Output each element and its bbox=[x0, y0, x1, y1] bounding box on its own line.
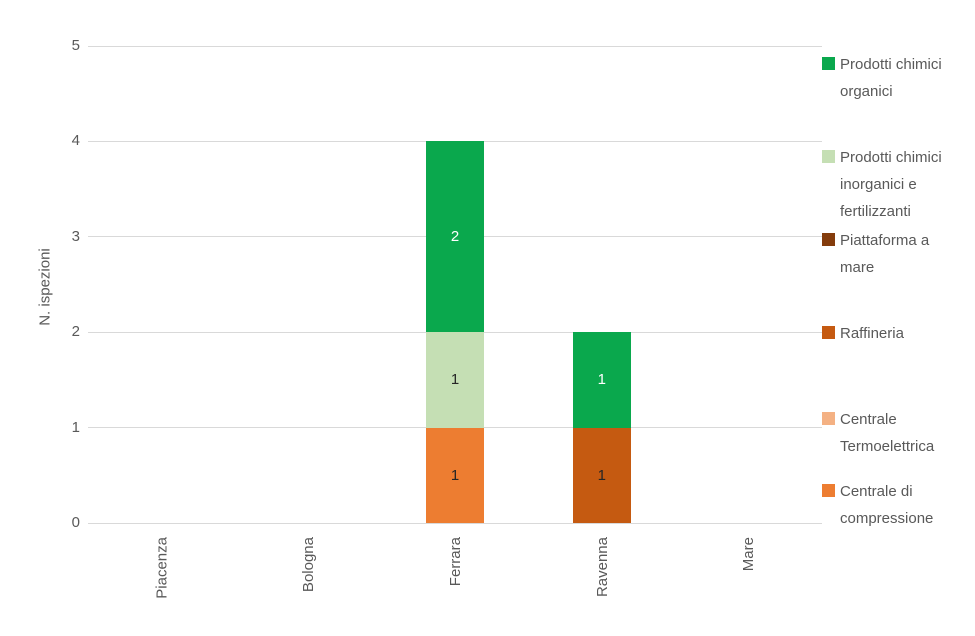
legend-swatch-prodotti-chimici-inorganici-e-fertilizzanti bbox=[822, 150, 835, 163]
data-label: 1 bbox=[450, 466, 460, 484]
legend-label-prodotti-chimici-organici: Prodotti chimici organici bbox=[840, 56, 942, 100]
y-tick-label: 0 bbox=[71, 514, 80, 531]
legend-item-prodotti-chimici-inorganici-e-fertilizzanti: Prodotti chimici inorganici e fertilizza… bbox=[822, 144, 962, 225]
legend-label-prodotti-chimici-inorganici-e-fertilizzanti: Prodotti chimici inorganici e fertilizza… bbox=[840, 149, 942, 220]
gridline bbox=[88, 45, 822, 47]
legend-label-piattaforma-a-mare: Piattaforma a mare bbox=[840, 232, 930, 276]
legend-label-centrale-di-compressione: Centrale di compressione bbox=[840, 483, 934, 527]
data-label: 1 bbox=[597, 466, 606, 484]
legend-item-piattaforma-a-mare: Piattaforma a mare bbox=[822, 227, 962, 281]
legend-label-raffineria: Raffineria bbox=[840, 325, 904, 342]
data-label: 1 bbox=[597, 371, 606, 389]
data-label: 1 bbox=[450, 371, 460, 389]
y-tick-label: 5 bbox=[71, 37, 80, 54]
x-axis-label-ravenna: Ravenna bbox=[593, 537, 611, 598]
bar-segment-ravenna-raffineria: 1 bbox=[572, 427, 631, 523]
y-tick-label: 3 bbox=[71, 227, 80, 245]
legend-item-prodotti-chimici-organici: Prodotti chimici organici bbox=[822, 51, 962, 105]
legend-label-centrale-termoelettrica: Centrale Termoelettrica bbox=[840, 411, 935, 455]
x-axis-label-bologna: Bologna bbox=[300, 537, 318, 593]
y-axis-title: N. ispezioni bbox=[36, 248, 54, 326]
y-tick-label: 1 bbox=[71, 418, 80, 436]
data-label: 2 bbox=[450, 228, 460, 246]
bar-segment-ferrara-centrale-di-compressione: 1 bbox=[426, 427, 484, 523]
x-axis-label-ferrara: Ferrara bbox=[447, 537, 464, 587]
bar-segment-ferrara-prodotti-chimici-organici: 2 bbox=[426, 141, 484, 333]
legend-swatch-centrale-termoelettrica bbox=[822, 412, 835, 425]
legend-swatch-raffineria bbox=[822, 326, 835, 339]
y-tick-label: 4 bbox=[71, 132, 80, 150]
legend-item-centrale-termoelettrica: Centrale Termoelettrica bbox=[822, 406, 962, 460]
bar-segment-ferrara-prodotti-chimici-inorganici-e-fertilizzanti: 1 bbox=[426, 332, 484, 428]
y-tick-label: 2 bbox=[71, 323, 80, 341]
legend-swatch-centrale-di-compressione bbox=[822, 484, 835, 497]
legend-item-raffineria: Raffineria bbox=[822, 320, 962, 347]
bar-segment-ravenna-prodotti-chimici-organici: 1 bbox=[572, 332, 631, 428]
legend-swatch-prodotti-chimici-organici bbox=[822, 57, 835, 70]
x-axis-label-mare: Mare bbox=[740, 537, 758, 572]
legend-item-centrale-di-compressione: Centrale di compressione bbox=[822, 478, 962, 532]
legend-swatch-piattaforma-a-mare bbox=[822, 233, 835, 246]
x-axis-label-piacenza: Piacenza bbox=[153, 537, 171, 599]
gridline bbox=[88, 522, 822, 524]
